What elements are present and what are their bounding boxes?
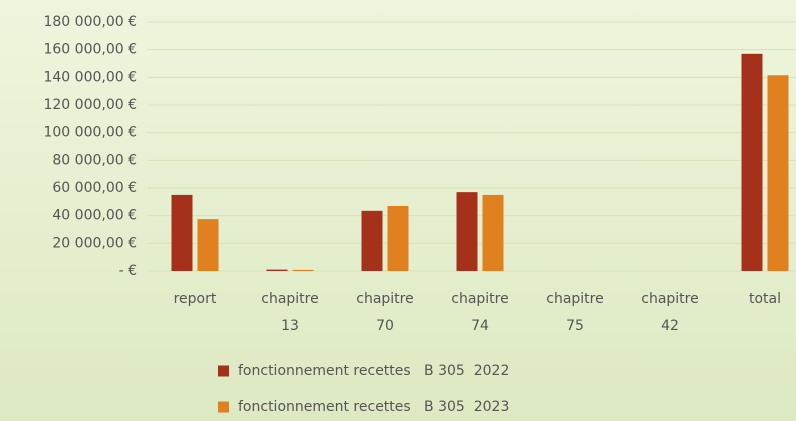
bar	[361, 210, 383, 271]
y-tick-label: 160 000,00 €	[43, 42, 137, 58]
legend-label: fonctionnement recettes B 305 2022	[238, 363, 509, 379]
y-tick-label: 100 000,00 €	[43, 125, 137, 141]
x-tick-label: chapitre 42	[641, 291, 698, 334]
y-tick-label: 140 000,00 €	[43, 69, 137, 85]
x-tick-label: chapitre 74	[451, 291, 508, 334]
x-tick-label: chapitre 70	[356, 291, 413, 334]
bar	[197, 219, 219, 271]
bar	[266, 269, 288, 271]
y-tick-label: 80 000,00 €	[52, 152, 137, 168]
y-tick-label: 180 000,00 €	[43, 14, 137, 30]
x-tick-label: report	[174, 291, 217, 307]
y-tick-label: 40 000,00 €	[52, 208, 137, 224]
y-tick-label: - €	[119, 263, 137, 279]
x-tick-label: total	[749, 291, 781, 307]
bar	[767, 75, 789, 271]
bar	[741, 53, 763, 271]
y-tick-label: 60 000,00 €	[52, 180, 137, 196]
legend-label: fonctionnement recettes B 305 2023	[238, 399, 509, 415]
x-tick-label: chapitre 75	[546, 291, 603, 334]
y-tick-label: 120 000,00 €	[43, 97, 137, 113]
bar	[456, 192, 478, 271]
bar	[387, 205, 409, 271]
bar	[292, 269, 314, 271]
bar	[171, 194, 193, 271]
y-tick-label: 20 000,00 €	[52, 235, 137, 251]
x-tick-label: chapitre 13	[261, 291, 318, 334]
bar	[482, 194, 504, 271]
legend-swatch	[218, 365, 229, 377]
legend-swatch	[218, 401, 229, 413]
